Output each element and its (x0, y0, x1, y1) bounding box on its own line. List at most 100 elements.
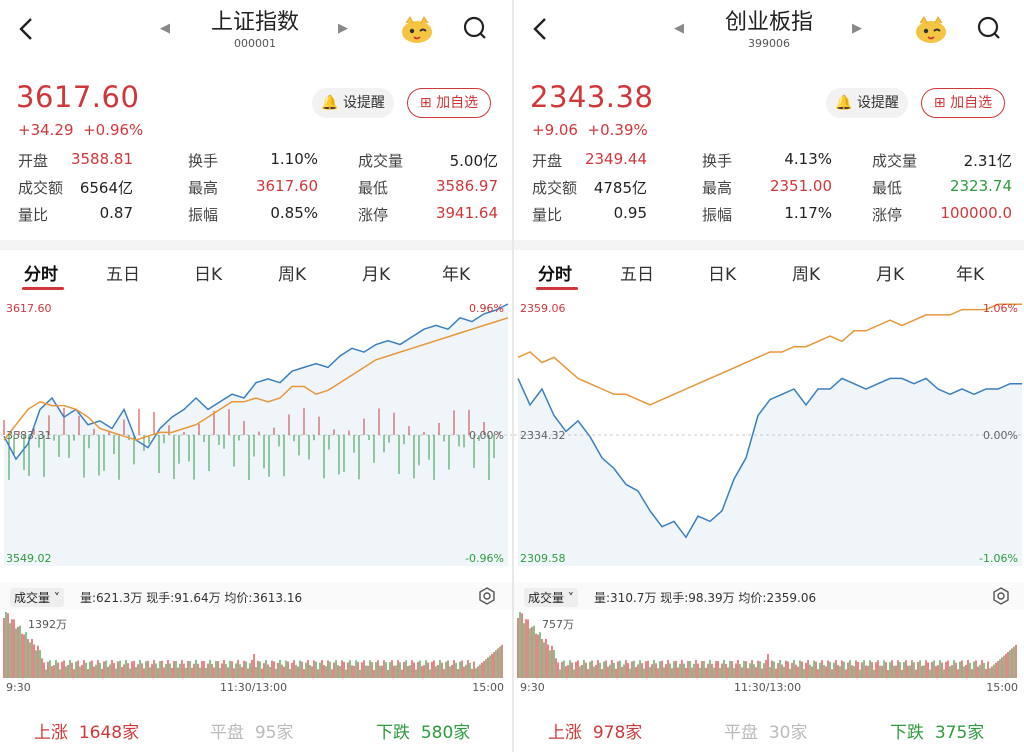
axis-label-low_pct: -1.06% (979, 552, 1018, 565)
stat-label: 最高 (702, 179, 733, 197)
tab-period[interactable]: 年K (956, 265, 985, 285)
intraday-chart[interactable]: 2359.06 2334.32 2309.58 1.06% 0.00% -1.06% (514, 294, 1024, 576)
prev-index-icon[interactable]: ◀ (160, 21, 170, 36)
set-alert-button[interactable]: 🔔 设提醒 (312, 88, 394, 118)
avg-price-line (3, 317, 509, 441)
stats-row: 量比 0.95 振幅 1.17% 涨停 100000.0 (532, 204, 1012, 226)
time-end: 15:00 (472, 681, 504, 694)
section-divider (514, 240, 1024, 250)
stat-label: 量比 (18, 206, 49, 224)
add-watchlist-button[interactable]: ⊞ 加自选 (921, 88, 1005, 118)
stat-value: 2323.74 (949, 177, 1012, 195)
volume-selector[interactable]: 成交量 ˅ (10, 588, 64, 607)
intraday-chart[interactable]: 3617.60 3583.31 3549.02 0.96% 0.00% -0.96% (0, 294, 512, 576)
volume-selector[interactable]: 成交量 ˅ (524, 588, 578, 607)
price-line (3, 303, 509, 461)
stat-value: 6564亿 (79, 179, 133, 197)
current-price: 2343.38 (530, 80, 654, 114)
stat-value: 2.31亿 (963, 152, 1012, 170)
index-title: 创业板指 (724, 10, 813, 35)
stat-value: 3586.97 (435, 177, 498, 195)
prev-index-icon[interactable]: ◀ (674, 21, 684, 36)
back-icon[interactable] (14, 14, 40, 44)
stat-label: 最高 (188, 179, 219, 197)
mascot-icon[interactable] (914, 14, 948, 44)
stat-value: 2349.44 (584, 150, 647, 168)
stat-label: 换手 (188, 152, 219, 170)
tab-period[interactable]: 周K (792, 265, 821, 285)
up-stat[interactable]: 上涨 1648家 (34, 723, 140, 743)
tab-period[interactable]: 日K (708, 265, 737, 285)
tab-period[interactable]: 月K (362, 265, 391, 285)
index-code: 000001 (234, 37, 276, 50)
header: ◀ 上证指数 000001 ▶ (0, 0, 512, 58)
time-axis: 9:30 11:30/13:00 15:00 (0, 681, 512, 697)
tab-period[interactable]: 月K (876, 265, 905, 285)
time-mid: 11:30/13:00 (220, 681, 288, 694)
stat-value: 100000.0 (940, 204, 1012, 222)
mascot-icon[interactable] (400, 14, 434, 44)
tab-period[interactable]: 五日 (620, 265, 654, 285)
panel-shanghai: ◀ 上证指数 000001 ▶ 3617.60 +34.29 +0.96% 🔔 … (0, 0, 512, 748)
search-icon[interactable] (462, 15, 488, 41)
stat-label: 换手 (702, 152, 733, 170)
price-line (517, 377, 1022, 539)
stat-label: 成交量 (358, 152, 404, 170)
avg-price-line (517, 303, 1022, 406)
back-icon[interactable] (528, 14, 554, 44)
tab-period[interactable]: 日K (194, 265, 223, 285)
axis-label-high_pct: 1.06% (983, 302, 1018, 315)
stat-label: 成交额 (532, 179, 578, 197)
stat-label: 涨停 (358, 206, 389, 224)
volume-info: 量:621.3万 现手:91.64万 均价:3613.16 (80, 591, 303, 605)
stats-row: 开盘 3588.81 换手 1.10% 成交量 5.00亿 (18, 150, 498, 172)
volume-bar: 成交量 ˅ 量:310.7万 现手:98.39万 均价:2359.06 (514, 582, 1024, 610)
axis-label-mid_pct: 0.00% (983, 429, 1018, 442)
next-index-icon[interactable]: ▶ (852, 21, 862, 36)
stats-row: 量比 0.87 振幅 0.85% 涨停 3941.64 (18, 204, 498, 226)
search-icon[interactable] (976, 15, 1002, 41)
tab-period[interactable]: 五日 (106, 265, 140, 285)
axis-label-low_pct: -0.96% (465, 552, 504, 565)
time-start: 9:30 (520, 681, 545, 694)
flat-stat[interactable]: 平盘 95家 (210, 723, 294, 743)
current-price: 3617.60 (16, 80, 140, 114)
header: ◀ 创业板指 399006 ▶ (514, 0, 1024, 58)
add-watchlist-button[interactable]: ⊞ 加自选 (407, 88, 491, 118)
stat-value: 4.13% (784, 150, 832, 168)
time-mid: 11:30/13:00 (734, 681, 802, 694)
settings-icon[interactable] (478, 587, 496, 605)
tab-active-indicator (536, 287, 578, 290)
tab-active-indicator (22, 287, 64, 290)
axis-label-mid: 3583.31 (6, 429, 52, 442)
stat-label: 振幅 (188, 206, 219, 224)
price-area (4, 304, 508, 566)
up-stat[interactable]: 上涨 978家 (548, 723, 643, 743)
stat-value: 2351.00 (769, 177, 832, 195)
down-stat[interactable]: 下跌 375家 (890, 723, 985, 743)
stat-value: 5.00亿 (449, 152, 498, 170)
axis-label-mid_pct: 0.00% (469, 429, 504, 442)
tab-period[interactable]: 分时 (538, 265, 572, 285)
tab-period[interactable]: 年K (442, 265, 471, 285)
set-alert-button[interactable]: 🔔 设提醒 (826, 88, 908, 118)
time-start: 9:30 (6, 681, 31, 694)
stat-value: 3941.64 (435, 204, 498, 222)
volume-chart: 757万 (517, 612, 1017, 678)
market-breadth: 上涨 1648家 平盘 95家 下跌 580家 (0, 712, 512, 748)
stats-row: 成交额 4785亿 最高 2351.00 最低 2323.74 (532, 177, 1012, 199)
stat-value: 3617.60 (255, 177, 318, 195)
volume-chart: 1392万 (3, 612, 503, 678)
settings-icon[interactable] (992, 587, 1010, 605)
volume-info: 量:310.7万 现手:98.39万 均价:2359.06 (594, 591, 817, 605)
flat-stat[interactable]: 平盘 30家 (724, 723, 808, 743)
axis-label-high_pct: 0.96% (469, 302, 504, 315)
index-code: 399006 (748, 37, 790, 50)
stats-row: 成交额 6564亿 最高 3617.60 最低 3586.97 (18, 177, 498, 199)
next-index-icon[interactable]: ▶ (338, 21, 348, 36)
tab-period[interactable]: 周K (278, 265, 307, 285)
tab-period[interactable]: 分时 (24, 265, 58, 285)
axis-label-high: 3617.60 (6, 302, 52, 315)
price-change: +9.06 +0.39% (532, 121, 648, 139)
down-stat[interactable]: 下跌 580家 (376, 723, 471, 743)
